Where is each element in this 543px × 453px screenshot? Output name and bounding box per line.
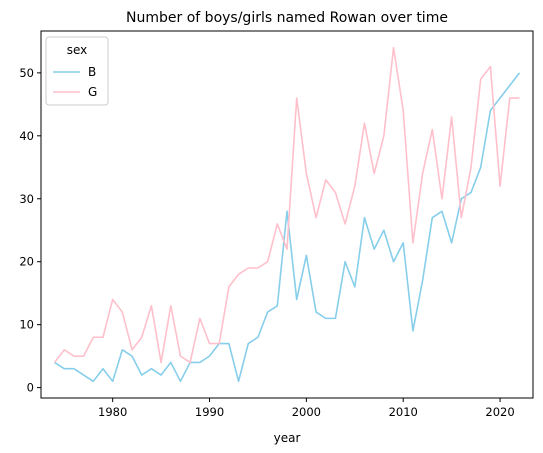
series-layer xyxy=(53,46,521,383)
y-tick-label: 10 xyxy=(19,318,34,332)
legend-label-G: G xyxy=(88,85,97,99)
series-line-B xyxy=(54,72,521,383)
legend-frame xyxy=(45,36,109,106)
y-tick-label: 40 xyxy=(19,129,34,143)
axes-frame xyxy=(40,30,534,399)
legend-label-B: B xyxy=(88,65,96,79)
x-tick-label: 1980 xyxy=(98,405,127,419)
x-axis-label: year xyxy=(274,431,301,445)
x-tick-label: 2020 xyxy=(485,405,514,419)
series-line-G xyxy=(53,46,520,364)
y-tick-label: 20 xyxy=(19,255,34,269)
y-tick-label: 30 xyxy=(19,192,34,206)
legend: sex BG xyxy=(45,36,109,106)
axes-layer: 1980 1990 2000 2010 2020 0 10 20 30 40 50 xyxy=(19,30,534,419)
y-tick-label: 50 xyxy=(19,66,34,80)
legend-title: sex xyxy=(67,43,88,57)
legend-entries: BG xyxy=(53,65,97,99)
y-tick-label: 0 xyxy=(27,381,34,395)
x-tick-label: 2010 xyxy=(389,405,418,419)
x-tick-label: 1990 xyxy=(195,405,224,419)
chart-title: Number of boys/girls named Rowan over ti… xyxy=(126,10,448,26)
x-tick-label: 2000 xyxy=(292,405,321,419)
